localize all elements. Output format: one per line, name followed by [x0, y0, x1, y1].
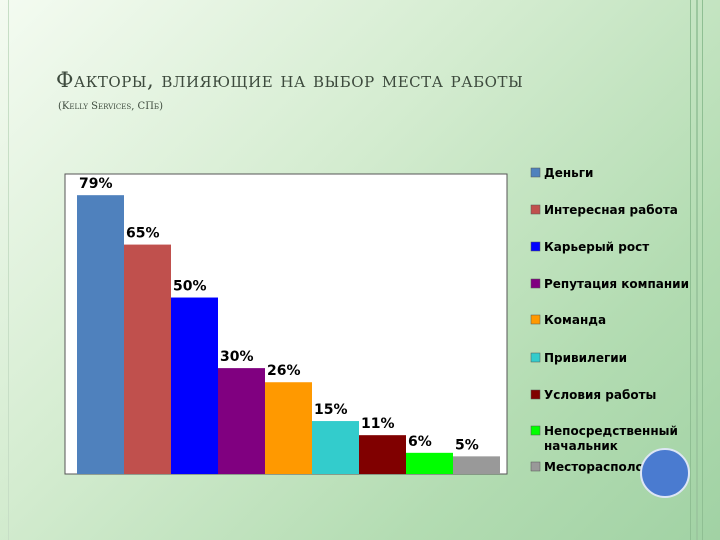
decorative-circle [640, 448, 690, 498]
legend-swatch-series-6 [530, 389, 541, 400]
legend-label-series-0: Деньги [544, 166, 593, 180]
legend-swatch-series-7 [530, 425, 541, 436]
data-label-series-7: 6% [408, 434, 432, 450]
legend-swatch-series-3 [530, 278, 541, 289]
bar-series-3 [218, 368, 265, 474]
data-label-series-1: 65% [126, 226, 160, 242]
slide-subtitle: (Kelly Services, СПб) [58, 101, 163, 112]
frame-line-left [8, 0, 9, 540]
bar-series-2 [171, 297, 218, 474]
bar-series-8 [453, 456, 500, 474]
legend-swatch-series-0 [530, 167, 541, 178]
frame-line-right-2 [696, 0, 698, 540]
slide-title: Факторы, влияющие на выбор места работы [56, 68, 524, 92]
data-label-series-4: 26% [267, 363, 301, 379]
bars-group: 79% 65% 50% 30% 26% 15% 11% 6% 5% [77, 176, 500, 475]
legend-label-series-7: Непосредственный начальник [544, 424, 678, 453]
data-label-series-2: 50% [173, 279, 207, 295]
bar-series-0 [77, 195, 124, 475]
legend-label-series-1: Интересная работа [544, 203, 678, 217]
data-label-series-6: 11% [361, 416, 395, 432]
legend-label-series-5: Привилегии [544, 351, 627, 365]
bar-series-5 [312, 421, 359, 474]
bar-series-7 [406, 452, 453, 474]
data-label-series-0: 79% [79, 176, 113, 192]
legend-swatch-series-5 [530, 352, 541, 363]
legend-swatch-series-1 [530, 204, 541, 215]
legend-label-series-6: Условия работы [544, 388, 656, 402]
data-label-series-3: 30% [220, 349, 254, 365]
frame-line-right-1 [690, 0, 691, 540]
data-label-series-5: 15% [314, 402, 348, 418]
legend-label-series-2: Карьерый рост [544, 240, 649, 254]
bar-series-4 [265, 382, 312, 474]
legend-swatch-series-8 [530, 461, 541, 472]
legend-label-series-3: Репутация компании [544, 277, 689, 291]
legend-swatch-series-2 [530, 241, 541, 252]
data-label-series-8: 5% [455, 437, 479, 453]
legend-swatch-series-4 [530, 314, 541, 325]
bar-series-6 [359, 435, 406, 474]
bar-series-1 [124, 244, 171, 474]
legend-label-series-4: Команда [544, 313, 606, 327]
legend: Деньги Интересная работа Карьерый рост Репу… [530, 166, 689, 474]
frame-line-right-3 [702, 0, 703, 540]
